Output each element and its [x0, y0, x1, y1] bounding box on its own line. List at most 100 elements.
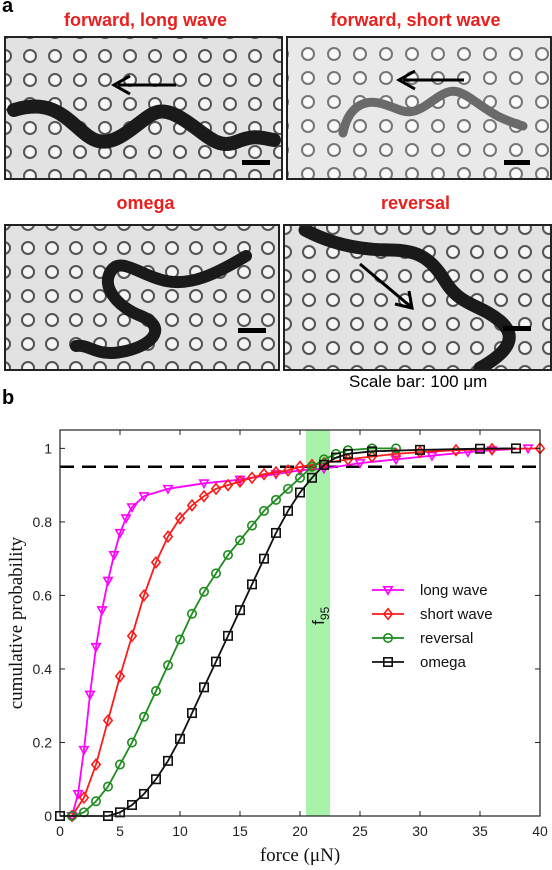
data-point-reversal-13 [223, 549, 234, 560]
data-point-omega-6 [163, 755, 174, 766]
y-tick-label: 0.4 [33, 661, 53, 677]
data-point-long-wave-8 [114, 528, 126, 539]
y-tick-label: 0 [44, 808, 52, 824]
data-point-omega-22 [366, 446, 377, 457]
micrograph-forward-short-wave [286, 36, 552, 180]
data-point-reversal-8 [163, 660, 174, 671]
data-point-reversal-21 [318, 454, 329, 465]
data-point-short-wave-1 [78, 791, 90, 805]
data-point-reversal-12 [211, 568, 222, 579]
x-tick-label: 5 [116, 823, 124, 839]
data-point-long-wave-19 [390, 455, 402, 466]
data-point-omega-3 [127, 799, 138, 810]
data-point-long-wave-20 [426, 451, 438, 462]
data-point-short-wave-2 [90, 758, 102, 772]
legend-item-omega: omega [372, 654, 467, 671]
y-axis-label: cumulative probability [6, 536, 27, 709]
data-point-reversal-11 [199, 586, 210, 597]
data-point-short-wave-18 [282, 463, 294, 477]
data-point-omega-21 [342, 448, 353, 459]
x-axis-label: force (μN) [260, 845, 340, 866]
micrograph-reversal [283, 224, 552, 371]
data-point-omega-25 [510, 443, 521, 454]
image-title-short-wave: forward, short wave [330, 10, 501, 30]
data-point-omega-7 [175, 733, 186, 744]
data-point-short-wave-8 [162, 530, 174, 544]
data-point-short-wave-6 [138, 588, 150, 602]
legend-marker-short-wave [382, 607, 394, 621]
data-point-reversal-6 [139, 711, 150, 722]
y-tick-label: 0.2 [33, 734, 53, 750]
data-point-reversal-10 [187, 608, 198, 619]
data-point-short-wave-3 [102, 713, 114, 727]
data-point-reversal-20 [306, 461, 317, 472]
data-point-omega-4 [139, 788, 150, 799]
series-line-omega [60, 447, 517, 817]
data-point-short-wave-12 [210, 482, 222, 496]
f95-label: f95 [309, 606, 332, 624]
data-point-long-wave-5 [96, 606, 108, 616]
data-point-omega-12 [235, 605, 246, 616]
cdf-chart: f95 0 5 10 15 20 25 30 35 40 0 0.2 0.4 0.6 0.8 1 force… [6, 429, 548, 866]
data-point-long-wave-18 [354, 459, 366, 469]
data-point-long-wave-13 [198, 479, 210, 490]
data-point-short-wave-5 [126, 629, 138, 643]
x-tick-label: 0 [56, 823, 64, 839]
data-point-reversal-9 [175, 634, 186, 645]
data-point-reversal-14 [235, 535, 246, 546]
data-point-short-wave-7 [150, 555, 162, 569]
x-tick-label: 20 [292, 823, 308, 839]
data-point-reversal-17 [270, 494, 281, 505]
data-point-long-wave-7 [108, 550, 120, 561]
data-point-omega-8 [187, 708, 198, 719]
data-point-reversal-3 [103, 781, 114, 792]
data-point-short-wave-15 [246, 471, 258, 485]
y-tick-label: 0.6 [33, 587, 53, 603]
data-point-long-wave-4 [90, 642, 102, 653]
data-point-omega-15 [270, 527, 281, 538]
data-point-omega-24 [474, 443, 485, 454]
data-point-omega-9 [199, 682, 210, 693]
data-point-short-wave-9 [174, 511, 186, 525]
data-point-omega-14 [258, 553, 269, 564]
legend-label-reversal: reversal [420, 630, 473, 647]
legend-label-long-wave: long wave [420, 582, 488, 599]
data-point-reversal-25 [390, 443, 401, 454]
data-point-short-wave-27 [486, 442, 498, 456]
micrograph-forward-long-wave [4, 36, 283, 180]
y-tick-label: 0.8 [33, 514, 53, 530]
y-tick-label: 1 [44, 440, 52, 456]
data-point-omega-19 [318, 459, 329, 470]
image-title-long-wave: forward, long wave [63, 10, 228, 30]
legend-label-omega: omega [420, 654, 467, 671]
data-point-long-wave-11 [138, 492, 150, 502]
panel-b-letter: b [2, 387, 15, 409]
data-point-reversal-18 [282, 483, 293, 494]
x-tick-label: 25 [352, 823, 368, 839]
data-point-short-wave-13 [222, 478, 234, 492]
data-point-long-wave-9 [120, 514, 132, 525]
legend-marker-long-wave [382, 586, 394, 596]
data-point-short-wave-16 [258, 467, 270, 481]
data-point-reversal-2 [91, 796, 102, 807]
series-line-short-wave [71, 447, 541, 817]
legend-marker-omega [382, 657, 393, 668]
data-point-long-wave-2 [78, 745, 90, 756]
data-point-omega-20 [330, 452, 341, 463]
x-tick-label: 40 [532, 823, 548, 839]
data-point-reversal-4 [115, 759, 126, 770]
data-point-long-wave-6 [102, 576, 114, 587]
data-point-short-wave-19 [294, 460, 306, 474]
legend-marker-reversal [382, 633, 393, 644]
data-point-reversal-5 [127, 737, 138, 748]
legend-item-short-wave: short wave [372, 606, 493, 623]
data-point-short-wave-4 [114, 669, 126, 683]
data-point-reversal-19 [294, 472, 305, 483]
data-point-omega-10 [211, 656, 222, 667]
data-point-long-wave-3 [84, 690, 96, 701]
data-point-omega-17 [294, 487, 305, 498]
f95-band [306, 430, 330, 816]
scale-bar-caption: Scale bar: 100 μm [349, 372, 488, 391]
legend-label-short-wave: short wave [420, 606, 493, 623]
data-point-short-wave-14 [234, 474, 246, 488]
